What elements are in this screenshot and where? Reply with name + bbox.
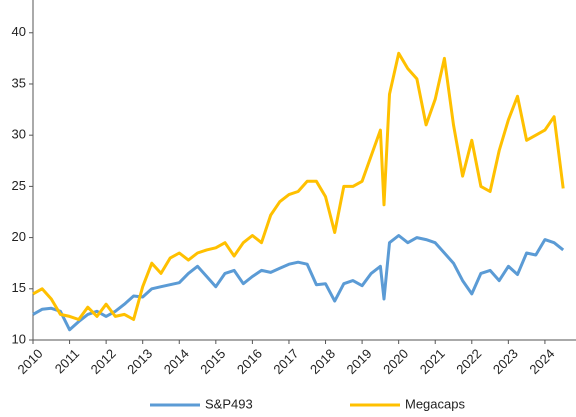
line-series (32, 234, 565, 332)
x-tick-label: 2020 (380, 346, 411, 377)
x-tick-label: 2022 (453, 346, 484, 377)
legend-label: Megacaps (405, 396, 465, 411)
y-tick-label: 15 (12, 280, 26, 295)
x-tick-label: 2021 (417, 346, 448, 377)
y-tick-label: 40 (12, 24, 26, 39)
x-tick-label: 2023 (490, 346, 521, 377)
y-tick-label: 30 (12, 127, 26, 142)
legend-label: S&P493 (205, 396, 253, 411)
x-tick-label: 2019 (344, 346, 375, 377)
x-tick-label: 2012 (88, 346, 119, 377)
x-tick-label: 2017 (270, 346, 301, 377)
x-tick-label: 2011 (52, 346, 82, 376)
x-tick-label: 2024 (526, 346, 557, 377)
x-tick-label: 2014 (161, 346, 192, 377)
x-tick-label: 2016 (234, 346, 265, 377)
y-tick-label: 10 (12, 331, 26, 346)
x-tick-label: 2010 (14, 346, 45, 377)
y-tick-label: 25 (12, 178, 26, 193)
line-series (32, 51, 565, 321)
x-tick-label: 2013 (124, 346, 155, 377)
y-tick-label: 35 (12, 75, 26, 90)
y-tick-label: 20 (12, 229, 26, 244)
x-tick-label: 2018 (307, 346, 338, 377)
x-tick-label: 2015 (197, 346, 228, 377)
